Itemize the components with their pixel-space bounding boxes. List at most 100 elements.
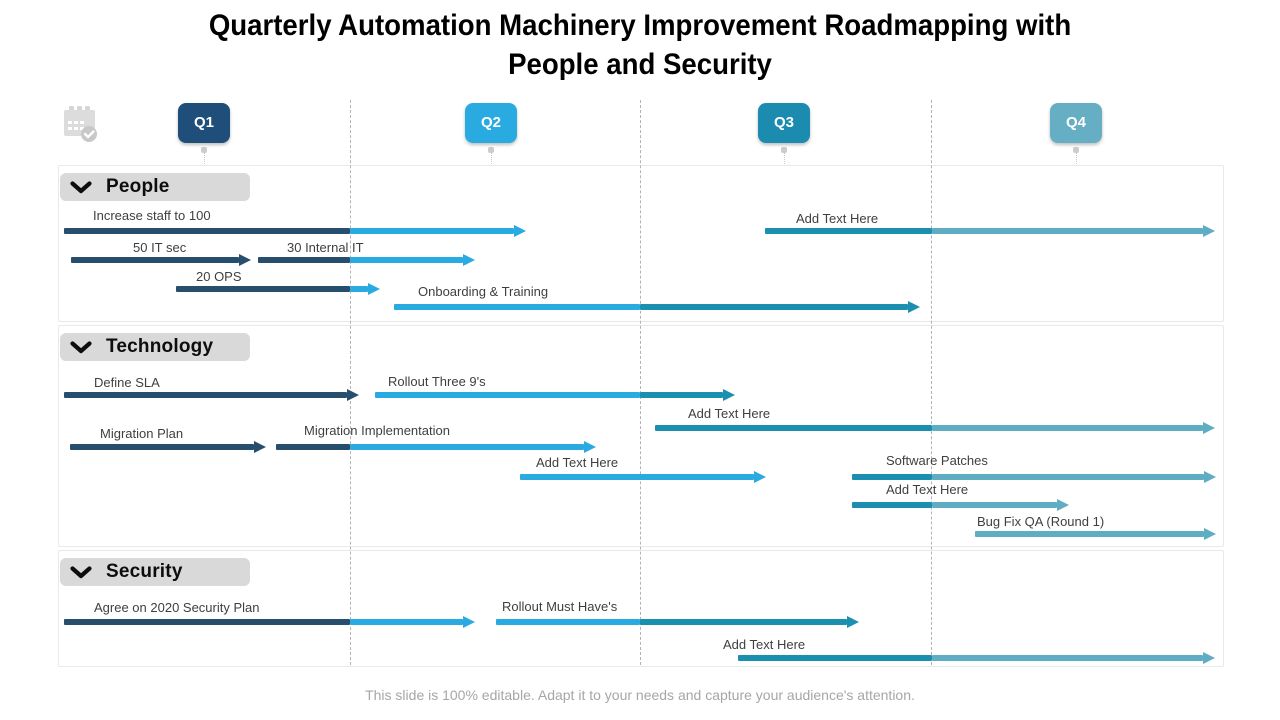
section-header-people: People	[60, 173, 250, 201]
task-bar-segment	[765, 228, 932, 234]
task-label: Rollout Three 9's	[388, 374, 486, 389]
task-bar-segment	[932, 474, 1204, 480]
task-bar-arrowhead	[1057, 499, 1069, 511]
task-label-placeholder[interactable]: Add Text Here	[886, 482, 969, 497]
section-title-technology: Technology	[106, 336, 214, 357]
section-header-technology: Technology	[60, 333, 250, 361]
task-bar-arrowhead	[1203, 422, 1215, 434]
quarter-badge-q3: Q3	[758, 103, 810, 143]
task-bar-arrowhead	[347, 389, 359, 401]
task-label-placeholder[interactable]: Add Text Here	[796, 211, 879, 226]
task-label: Migration Plan	[100, 426, 184, 441]
section-card-security	[58, 550, 1224, 667]
task-bar-segment	[640, 304, 908, 310]
badge-pin-dot	[1073, 147, 1079, 153]
task-bar-segment	[276, 444, 350, 450]
task-bar-arrowhead	[908, 301, 920, 313]
slide-title: Quarterly Automation Machinery Improveme…	[51, 6, 1229, 84]
task-bar-segment	[640, 392, 723, 398]
quarter-badge-q2: Q2	[465, 103, 517, 143]
task-bar-segment	[496, 619, 640, 625]
task-bar-segment	[350, 228, 514, 234]
task-label: Define SLA	[94, 375, 160, 390]
task-label-placeholder[interactable]: Add Text Here	[723, 637, 806, 652]
task-bar-arrowhead	[754, 471, 766, 483]
quarter-gridline-1	[350, 100, 351, 665]
task-label: Agree on 2020 Security Plan	[94, 600, 260, 615]
task-bar-segment	[932, 502, 1057, 508]
task-bar-segment	[852, 502, 932, 508]
task-bar-segment	[350, 286, 368, 292]
badge-pin-line	[204, 153, 205, 164]
task-label: Software Patches	[886, 453, 988, 468]
footer-note: This slide is 100% editable. Adapt it to…	[365, 687, 915, 703]
task-bar-segment	[70, 444, 254, 450]
task-bar-arrowhead	[1203, 652, 1215, 664]
section-header-security: Security	[60, 558, 250, 586]
task-label: 30 Internal IT	[287, 240, 364, 255]
badge-pin-line	[491, 153, 492, 164]
task-label: Onboarding & Training	[418, 284, 549, 299]
task-bar-segment	[64, 392, 347, 398]
badge-pin-line	[784, 153, 785, 164]
task-bar-segment	[64, 619, 350, 625]
task-label: Rollout Must Have's	[502, 599, 618, 614]
task-bar-segment	[64, 228, 350, 234]
task-label-placeholder[interactable]: Add Text Here	[688, 406, 771, 421]
chevron-down-icon	[70, 565, 92, 579]
task-bar-segment	[640, 619, 847, 625]
task-bar-arrowhead	[368, 283, 380, 295]
task-bar-segment	[71, 257, 239, 263]
slide-title-line2: People and Security	[508, 48, 772, 81]
task-bar-segment	[258, 257, 350, 263]
task-label-placeholder[interactable]: Add Text Here	[536, 455, 619, 470]
task-bar-segment	[350, 257, 463, 263]
slide-title-line1: Quarterly Automation Machinery Improveme…	[208, 9, 1072, 42]
section-title-people: People	[106, 176, 170, 197]
task-bar-segment	[932, 655, 1203, 661]
badge-pin-dot	[488, 147, 494, 153]
task-bar-segment	[176, 286, 350, 292]
task-bar-arrowhead	[239, 254, 251, 266]
badge-pin-dot	[781, 147, 787, 153]
task-bar-arrowhead	[847, 616, 859, 628]
task-bar-arrowhead	[584, 441, 596, 453]
quarter-gridline-3	[931, 100, 932, 665]
task-bar-segment	[852, 474, 932, 480]
task-bar-segment	[932, 228, 1203, 234]
task-bar-arrowhead	[463, 254, 475, 266]
section-title-security: Security	[106, 561, 183, 582]
chevron-down-icon	[70, 340, 92, 354]
task-bar-segment	[655, 425, 932, 431]
badge-pin-dot	[201, 147, 207, 153]
task-label: Migration Implementation	[304, 423, 450, 438]
badge-pin-line	[1076, 153, 1077, 164]
chevron-down-icon	[70, 180, 92, 194]
task-bar-segment	[932, 425, 1203, 431]
task-bar-segment	[375, 392, 640, 398]
task-label: 50 IT sec	[133, 240, 187, 255]
task-label: Increase staff to 100	[93, 208, 211, 223]
task-bar-arrowhead	[1203, 225, 1215, 237]
task-bar-segment	[738, 655, 932, 661]
section-card-people	[58, 165, 1224, 322]
task-bar-segment	[975, 531, 1204, 537]
task-bar-arrowhead	[723, 389, 735, 401]
task-bar-segment	[394, 304, 640, 310]
task-label: 20 OPS	[196, 269, 242, 284]
quarter-gridline-2	[640, 100, 641, 665]
task-bar-segment	[350, 444, 584, 450]
task-bar-segment	[520, 474, 754, 480]
task-bar-arrowhead	[463, 616, 475, 628]
task-bar-arrowhead	[254, 441, 266, 453]
task-bar-arrowhead	[1204, 528, 1216, 540]
quarter-badge-q4: Q4	[1050, 103, 1102, 143]
task-label: Bug Fix QA (Round 1)	[977, 514, 1105, 529]
task-bar-arrowhead	[514, 225, 526, 237]
section-card-technology	[58, 325, 1224, 547]
task-bar-arrowhead	[1204, 471, 1216, 483]
task-bar-segment	[350, 619, 463, 625]
quarter-badge-q1: Q1	[178, 103, 230, 143]
calendar-check-icon	[60, 104, 98, 149]
